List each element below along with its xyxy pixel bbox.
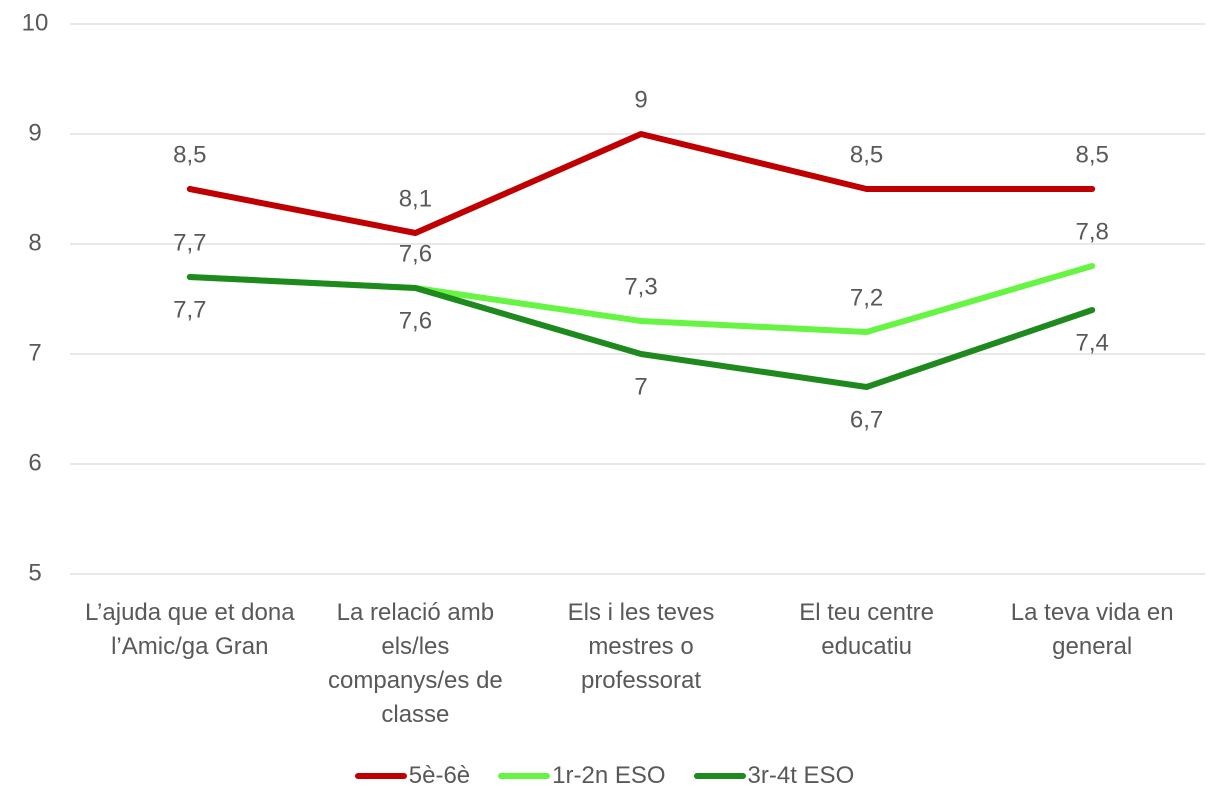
data-label: 8,1	[399, 185, 432, 212]
legend-entry: 5è-6è	[354, 762, 471, 790]
data-label: 7,3	[624, 273, 657, 300]
x-tick-label: Els i les teves mestres o professorat	[567, 599, 715, 694]
legend-swatch	[354, 773, 407, 779]
data-label: 7,7	[173, 296, 206, 323]
data-label: 7,8	[1076, 218, 1109, 245]
data-label: 7,4	[1076, 329, 1109, 356]
data-label: 7,6	[399, 240, 432, 267]
y-tick-label: 10	[22, 9, 49, 36]
y-tick-label: 8	[28, 229, 41, 256]
x-tick-label: La teva vida en general	[1010, 599, 1174, 660]
y-tick-label: 5	[28, 559, 41, 586]
data-label: 6,7	[850, 406, 883, 433]
legend: 5è-6è 1r-2n ESO 3r-4t ESO	[0, 762, 1209, 790]
data-label: 9	[634, 86, 647, 113]
series-line	[186, 274, 1096, 390]
y-tick-label: 9	[28, 119, 41, 146]
data-label: 7,2	[850, 284, 883, 311]
x-tick-label: La relació amb els/les companys/es de cl…	[328, 599, 503, 728]
x-tick-label: L’ajuda que et dona l’Amic/ga Gran	[85, 599, 295, 660]
legend-swatch	[498, 773, 551, 779]
data-label: 8,5	[173, 141, 206, 168]
data-label: 7,6	[399, 307, 432, 334]
legend-label: 5è-6è	[408, 762, 471, 789]
y-tick-label: 6	[28, 449, 41, 476]
data-label: 8,5	[850, 141, 883, 168]
legend-entry: 1r-2n ESO	[498, 762, 666, 790]
legend-entry: 3r-4t ESO	[693, 762, 855, 790]
data-label: 7	[634, 373, 647, 400]
y-tick-label: 7	[28, 339, 41, 366]
legend-label: 1r-2n ESO	[552, 762, 666, 789]
series-line	[186, 131, 1096, 236]
data-label: 8,5	[1076, 141, 1109, 168]
legend-label: 3r-4t ESO	[747, 762, 855, 789]
x-tick-label: El teu centre educatiu	[799, 599, 934, 660]
legend-swatch	[693, 773, 746, 779]
data-label: 7,7	[173, 229, 206, 256]
